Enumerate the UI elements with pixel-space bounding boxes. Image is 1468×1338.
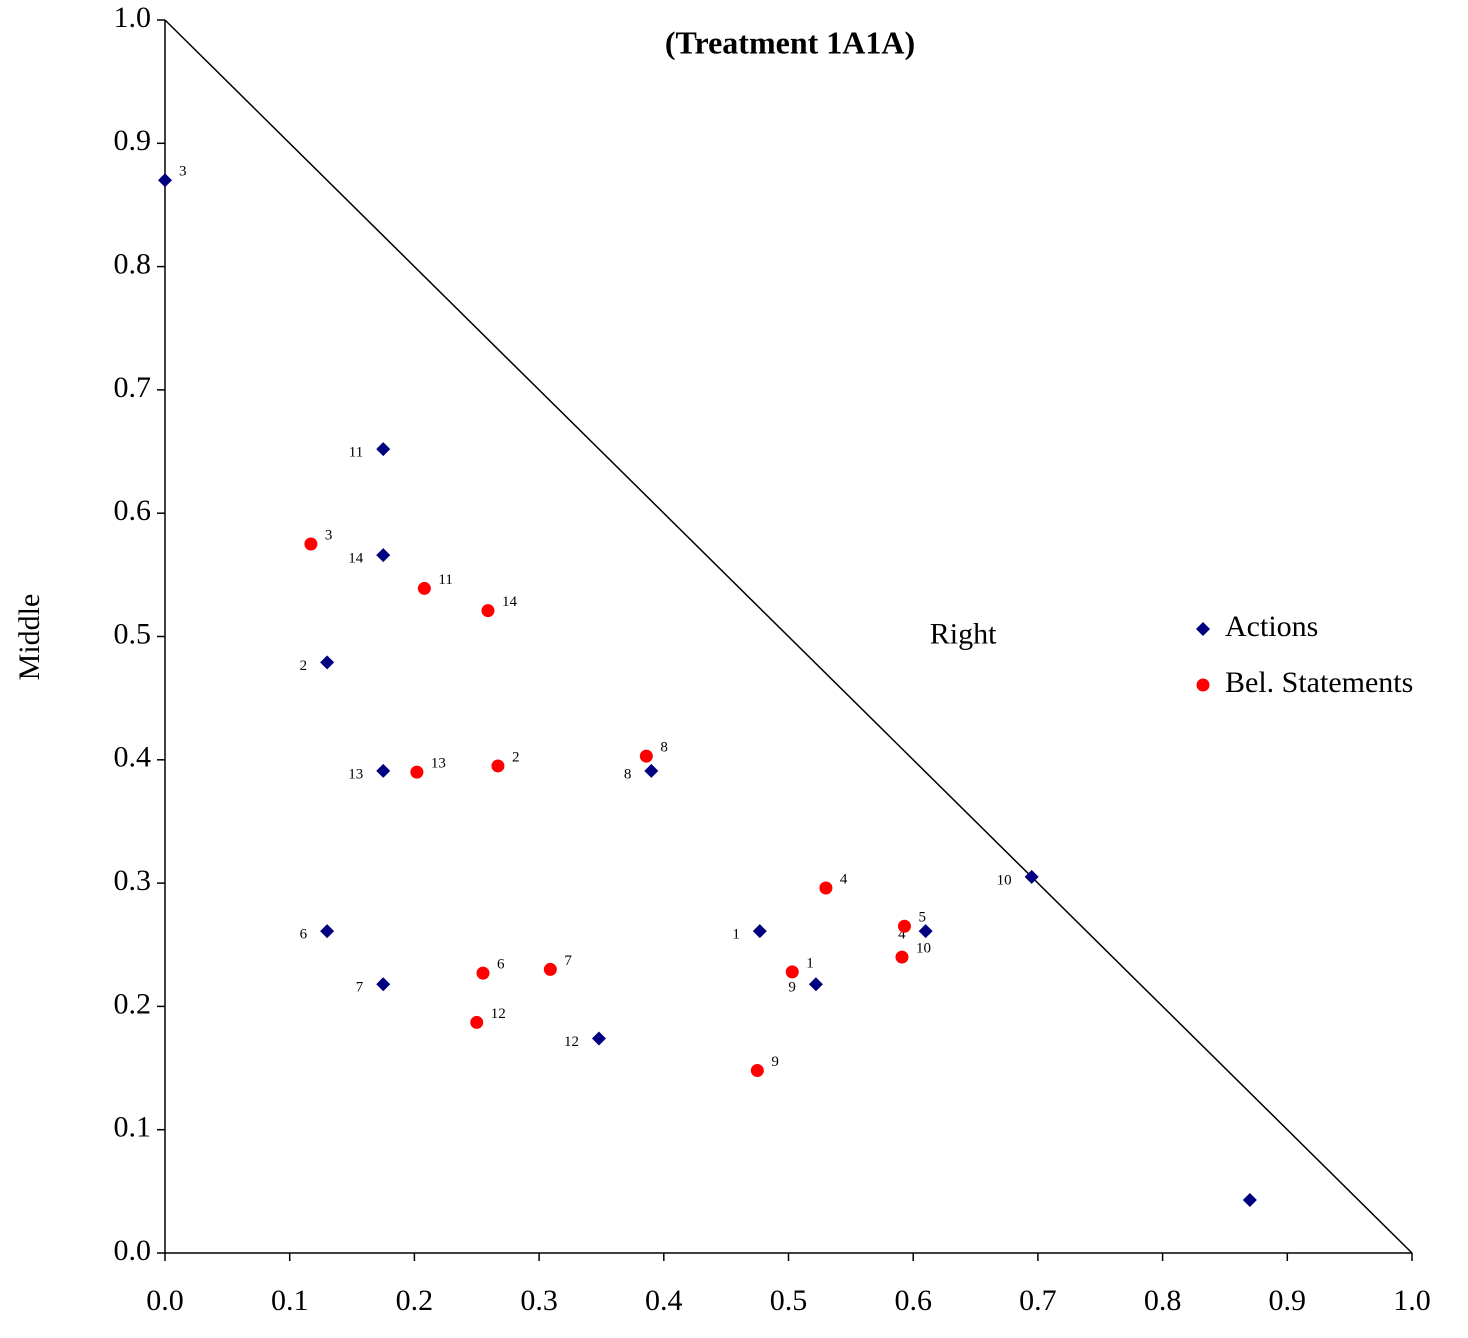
point <box>410 765 424 779</box>
point <box>639 749 653 763</box>
point-label: 12 <box>564 1034 579 1050</box>
x-tick-label: 0.9 <box>1269 1284 1307 1317</box>
point <box>320 924 335 939</box>
point <box>819 881 833 895</box>
x-tick-label: 0.6 <box>894 1284 932 1317</box>
point <box>304 537 318 551</box>
point-label: 6 <box>497 957 505 973</box>
x-tick-label: 0.7 <box>1019 1284 1057 1317</box>
annotation: Right <box>930 617 997 650</box>
y-tick-label: 0.8 <box>114 247 152 280</box>
point-label: 1 <box>732 927 740 943</box>
x-tick-label: 0.5 <box>770 1284 808 1317</box>
legend-label: Actions <box>1225 610 1318 643</box>
point-label: 14 <box>502 594 518 610</box>
point-label: 10 <box>916 941 931 957</box>
point-label: 10 <box>997 872 1012 888</box>
point <box>785 965 799 979</box>
point <box>376 763 391 778</box>
point <box>752 924 767 939</box>
point <box>481 604 495 618</box>
point-label: 7 <box>564 953 572 969</box>
point <box>895 950 909 964</box>
y-tick-label: 0.5 <box>114 617 152 650</box>
point-label: 12 <box>491 1006 506 1022</box>
x-tick-label: 0.1 <box>271 1284 309 1317</box>
point-label: 2 <box>512 749 519 765</box>
point-label: 7 <box>356 980 364 996</box>
y-tick-label: 0.1 <box>114 1111 152 1144</box>
point <box>376 977 391 992</box>
y-tick-label: 0.2 <box>114 987 152 1020</box>
point <box>1024 869 1039 884</box>
point-label: 13 <box>431 756 446 772</box>
x-tick-label: 0.3 <box>520 1284 558 1317</box>
y-tick-label: 1.0 <box>114 1 152 34</box>
legend-marker <box>1196 678 1210 692</box>
legend-label: Bel. Statements <box>1225 666 1413 699</box>
point-label: 11 <box>438 572 452 588</box>
y-tick-label: 0.4 <box>114 741 152 774</box>
point <box>897 919 911 933</box>
x-tick-label: 0.2 <box>396 1284 434 1317</box>
point <box>417 581 431 595</box>
y-tick-label: 0.0 <box>114 1234 152 1267</box>
y-tick-label: 0.7 <box>114 371 152 404</box>
point-label: 4 <box>898 927 906 943</box>
point <box>320 655 335 670</box>
y-tick-label: 0.6 <box>114 494 152 527</box>
point <box>476 966 490 980</box>
point-label: 9 <box>788 980 796 996</box>
chart-title: (Treatment 1A1A) <box>665 24 915 60</box>
point-label: 1 <box>806 955 814 971</box>
point <box>376 442 391 457</box>
point <box>543 962 557 976</box>
point-label: 13 <box>348 766 363 782</box>
point <box>158 173 172 188</box>
point-label: 9 <box>771 1054 779 1070</box>
point <box>470 1015 484 1029</box>
point-label: 5 <box>918 910 926 926</box>
point-label: 3 <box>325 527 333 543</box>
x-tick-label: 0.0 <box>146 1284 184 1317</box>
point <box>644 763 659 778</box>
point-label: 6 <box>300 927 308 943</box>
y-axis-label: Middle <box>13 594 46 681</box>
x-tick-label: 0.8 <box>1144 1284 1182 1317</box>
point <box>918 924 933 939</box>
simplex-boundary <box>164 19 1413 1254</box>
point-label: 4 <box>840 871 848 887</box>
x-tick-label: 0.4 <box>645 1284 683 1317</box>
point-label: 14 <box>348 551 364 567</box>
y-tick-label: 0.9 <box>114 124 152 157</box>
point-label: 3 <box>179 164 187 180</box>
point-label: 8 <box>624 766 632 782</box>
legend-marker <box>1196 622 1210 636</box>
x-tick-label: 1.0 <box>1393 1284 1431 1317</box>
y-tick-label: 0.3 <box>114 864 152 897</box>
point <box>1242 1192 1257 1207</box>
point <box>491 759 505 773</box>
point-label: 2 <box>300 658 308 674</box>
point-label: 8 <box>660 740 668 756</box>
point <box>750 1064 764 1078</box>
point <box>591 1031 606 1046</box>
point <box>808 977 823 992</box>
point-label: 11 <box>349 445 363 461</box>
point <box>376 548 391 563</box>
